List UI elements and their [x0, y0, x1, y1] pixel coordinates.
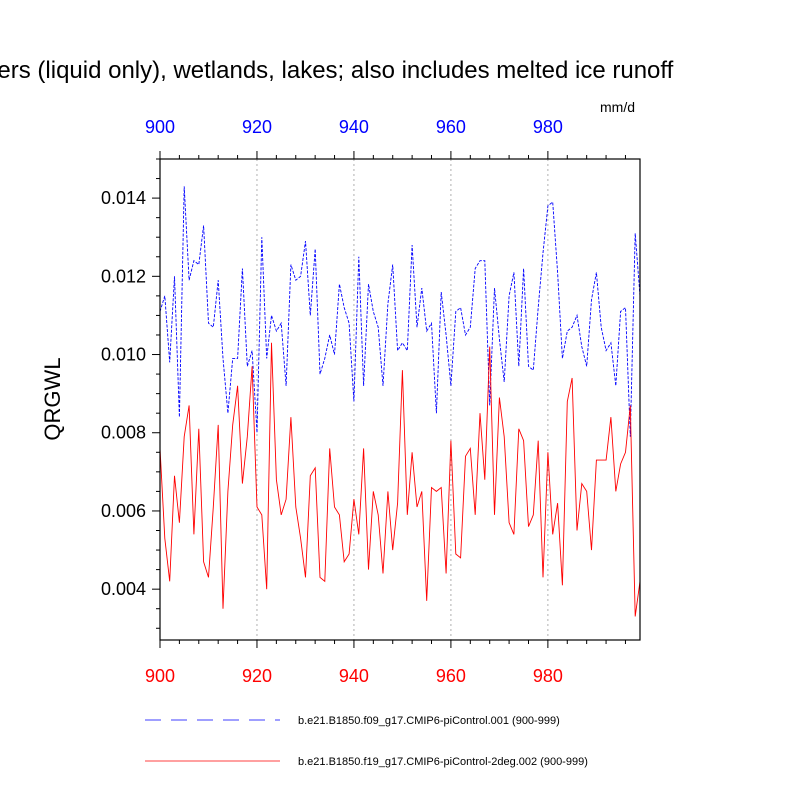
series-layer [159, 186, 641, 617]
x-top-tick-label: 960 [436, 117, 466, 137]
units-label: mm/d [600, 99, 635, 115]
plot-frame [159, 158, 641, 641]
legend-label-1: b.e21.B1850.f09_g17.CMIP6-piControl.001 … [298, 715, 560, 727]
series-line-2 [159, 342, 641, 617]
y-tick-label: 0.010 [101, 345, 146, 365]
x-top-tick-label: 920 [242, 117, 272, 137]
x-bottom-tick-label: 980 [533, 666, 563, 686]
x-top-tick-label: 900 [145, 117, 175, 137]
x-bottom-tick-label: 920 [242, 666, 272, 686]
y-tick-label: 0.014 [101, 188, 146, 208]
x-top-tick-label: 980 [533, 117, 563, 137]
x-bottom-tick-label: 900 [145, 666, 175, 686]
x-top-tick-label: 940 [339, 117, 369, 137]
legend-label-2: b.e21.B1850.f19_g17.CMIP6-piControl-2deg… [298, 756, 588, 768]
y-axis-label: QRGWL [40, 357, 65, 440]
x-bottom-tick-label: 960 [436, 666, 466, 686]
axes: 0.004 0.006 0.008 0.010 0.012 0.014 900 920 940 9… [101, 117, 641, 686]
y-tick-label: 0.012 [101, 266, 146, 286]
series-line-1 [159, 186, 641, 437]
y-tick-label: 0.008 [101, 423, 146, 443]
chart-title: aciers (liquid only), wetlands, lakes; a… [0, 57, 674, 84]
x-bottom-tick-label: 940 [339, 666, 369, 686]
grid-lines [256, 159, 549, 640]
y-tick-label: 0.004 [101, 579, 146, 599]
legend: b.e21.B1850.f09_g17.CMIP6-piControl.001 … [145, 715, 588, 768]
y-tick-label: 0.006 [101, 501, 146, 521]
